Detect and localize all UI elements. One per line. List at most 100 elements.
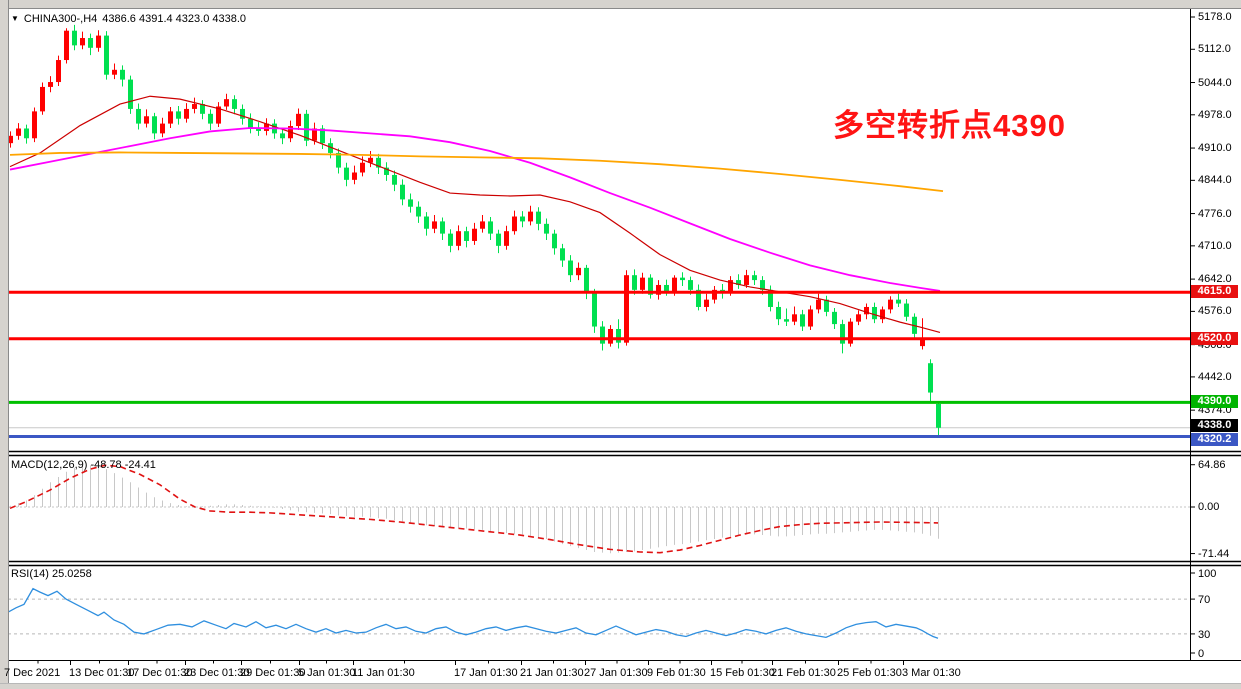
candle-body (336, 152, 341, 168)
candle-body (760, 280, 765, 290)
candle-body (880, 309, 885, 320)
window-left-border (0, 0, 9, 689)
candle-body (64, 30, 69, 61)
candle-body (744, 275, 749, 285)
candle-body (256, 128, 261, 131)
chevron-down-icon[interactable]: ▼ (11, 14, 19, 23)
ma-red-line (9, 95, 941, 333)
price-flag: 4320.2 (1191, 433, 1238, 446)
candle-body (48, 82, 53, 87)
candle-body (896, 299, 901, 304)
macd-tick-label: 0.00 (1198, 501, 1220, 513)
time-axis-label: 27 Jan 01:30 (584, 667, 648, 679)
candle-body (72, 30, 77, 46)
candle-body (224, 99, 229, 107)
candle-body (736, 280, 741, 285)
candle-body (768, 289, 773, 307)
candle-body (448, 233, 453, 246)
rsi-tick-label: 70 (1198, 594, 1211, 607)
price-tick-label: 4776.0 (1198, 207, 1232, 220)
price-flag: 4390.0 (1191, 395, 1238, 409)
candle-body (704, 299, 709, 307)
candle-body (248, 118, 253, 129)
ma-orange-line (9, 151, 944, 192)
candle-body (480, 221, 485, 229)
candle-body (88, 38, 93, 48)
candle-body (560, 248, 565, 261)
time-axis-label: 13 Dec 01:30 (69, 667, 135, 679)
time-axis-label: 5 Jan 01:30 (298, 667, 356, 679)
candle-body (632, 275, 637, 290)
candle-body (520, 216, 525, 222)
candle-body (816, 299, 821, 310)
candle-body (472, 228, 477, 241)
price-tick-label: 4442.0 (1198, 370, 1232, 383)
price-tick-label: 4978.0 (1198, 108, 1232, 121)
annotation-text: 多空转折点4390 (833, 108, 1066, 143)
candle-body (168, 111, 173, 124)
candle-body (648, 277, 653, 295)
candle-body (128, 79, 133, 109)
candle-body (728, 280, 733, 293)
time-axis-label: 21 Feb 01:30 (771, 667, 836, 679)
candle-body (464, 231, 469, 241)
candle-body (592, 292, 597, 327)
candle-body (856, 314, 861, 322)
candle-body (184, 108, 189, 119)
candle-body (792, 314, 797, 322)
candle-body (544, 223, 549, 234)
candle-body (392, 174, 397, 185)
candle-body (384, 167, 389, 175)
time-axis-label: 11 Jan 01:30 (352, 667, 415, 679)
candle-body (320, 128, 325, 144)
ohlc-values-label: 4386.6 4391.4 4323.0 4338.0 (102, 13, 247, 25)
candle-body (688, 280, 693, 290)
time-axis-label: 3 Mar 01:30 (902, 667, 961, 679)
candle-body (832, 311, 837, 325)
candle-body (80, 38, 85, 46)
candle-body (32, 111, 37, 139)
candle-body (440, 221, 445, 234)
candle-body (136, 108, 141, 124)
candle-body (920, 339, 925, 347)
candle-body (488, 221, 493, 234)
candle-body (432, 221, 437, 229)
price-tick-label: 4710.0 (1198, 239, 1232, 252)
candle-body (104, 35, 109, 75)
chart-title: ▼ CHINA300-,H4 4386.6 4391.4 4323.0 4338… (11, 13, 246, 25)
candle-body (40, 86, 45, 112)
macd-indicator-label: MACD(12,26,9) -48.78 -24.41 (11, 459, 156, 471)
candle-body (8, 135, 13, 144)
candle-body (712, 289, 717, 300)
candle-body (216, 106, 221, 124)
time-axis-label: 23 Dec 01:30 (184, 667, 250, 679)
price-tick-label: 4642.0 (1198, 273, 1232, 286)
candle-body (200, 104, 205, 114)
candle-body (360, 162, 365, 173)
candle-body (656, 284, 661, 295)
rsi-tick-label: 0 (1198, 648, 1205, 660)
candle-body (296, 113, 301, 127)
price-tick-label: 4844.0 (1198, 174, 1232, 187)
window-bottom-border (0, 683, 1241, 689)
rsi-tick-label: 100 (1198, 568, 1217, 580)
candle-body (352, 172, 357, 180)
candle-body (808, 309, 813, 327)
candle-body (904, 303, 909, 317)
candle-body (264, 123, 269, 131)
candle-body (672, 277, 677, 293)
price-flag: 4615.0 (1191, 285, 1238, 299)
candle-body (368, 157, 373, 163)
candle-body (600, 326, 605, 344)
candle-body (24, 128, 29, 139)
candle-body (616, 328, 621, 343)
rsi-line (7, 587, 939, 639)
candle-body (536, 211, 541, 224)
candle-body (56, 60, 61, 83)
time-axis-label: 17 Jan 01:30 (454, 667, 518, 679)
candle-body (800, 314, 805, 327)
candle-body (512, 216, 517, 232)
candle-body (176, 111, 181, 119)
candle-body (408, 199, 413, 207)
